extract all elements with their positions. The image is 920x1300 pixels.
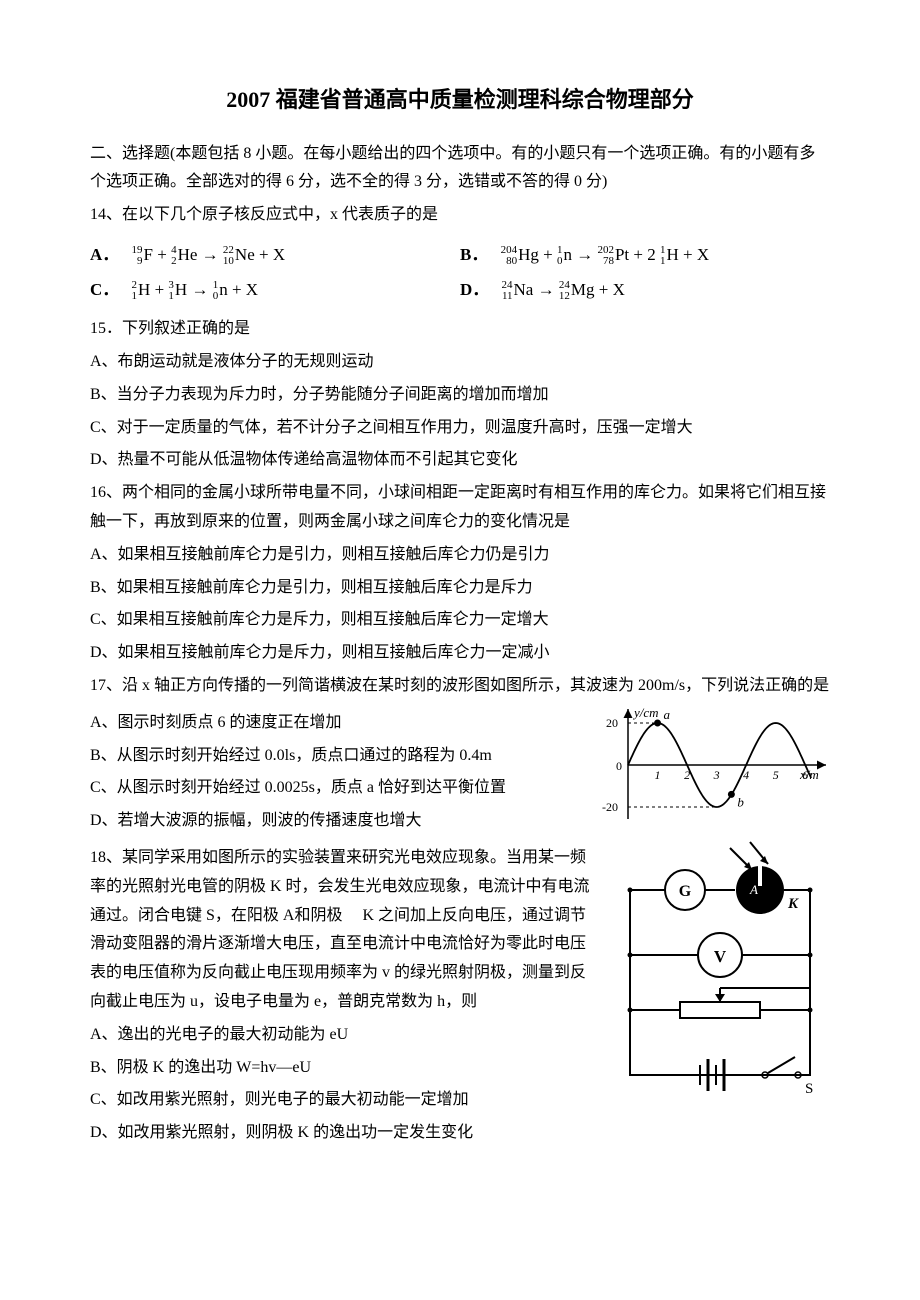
option-letter: D． — [460, 280, 489, 299]
svg-text:y/cm: y/cm — [632, 705, 659, 720]
q15-stem: 15．下列叙述正确的是 — [90, 315, 830, 344]
q18-option-d: D、如改用紫光照射，则阴极 K 的逸出功一定发生变化 — [90, 1119, 598, 1148]
svg-text:a: a — [664, 707, 671, 722]
svg-text:G: G — [679, 883, 692, 900]
q17-wave-figure: 123456020-20y/cmx/mab — [600, 705, 830, 836]
option-letter: B． — [460, 245, 488, 264]
q16-option-b: B、如果相互接触前库仑力是引力，则相互接触后库仑力是斥力 — [90, 574, 830, 603]
q14-option-c: C． 21H + 31H → 10n + X — [90, 273, 460, 308]
q17-option-a: A、图示时刻质点 6 的速度正在增加 — [90, 709, 588, 738]
q14-option-a: A． 199F + 42He → 2210Ne + X — [90, 238, 460, 273]
q18-stem: 18、某同学采用如图所示的实验装置来研究光电效应现象。当用某一频率的光照射光电管… — [90, 844, 598, 1017]
svg-text:S: S — [805, 1081, 813, 1097]
q16-option-a: A、如果相互接触前库仑力是引力，则相互接触后库仑力仍是引力 — [90, 541, 830, 570]
q16-option-d: D、如果相互接触前库仑力是斥力，则相互接触后库仑力一定减小 — [90, 639, 830, 668]
option-letter: A． — [90, 245, 119, 264]
section-instructions: 二、选择题(本题包括 8 小题。在每小题给出的四个选项中。有的小题只有一个选项正… — [90, 140, 830, 198]
svg-text:4: 4 — [743, 768, 749, 782]
q14-option-d: D． 2411Na → 2412Mg + X — [460, 273, 830, 308]
q15-option-a: A、布朗运动就是液体分子的无规则运动 — [90, 348, 830, 377]
formula: 20480Hg + 10n → 20278Pt + 2 11H + X — [501, 245, 710, 264]
q18-option-c: C、如改用紫光照射，则光电子的最大初动能一定增加 — [90, 1086, 598, 1115]
formula: 2411Na → 2412Mg + X — [502, 280, 625, 299]
page-title: 2007 福建省普通高中质量检测理科综合物理部分 — [90, 80, 830, 120]
q16-option-c: C、如果相互接触前库仑力是斥力，则相互接触后库仑力一定增大 — [90, 606, 830, 635]
option-letter: C． — [90, 280, 119, 299]
svg-text:x/m: x/m — [799, 767, 819, 782]
svg-text:0: 0 — [616, 759, 622, 773]
svg-text:b: b — [737, 794, 744, 809]
q18-option-b: B、阴极 K 的逸出功 W=hv—eU — [90, 1054, 598, 1083]
svg-text:20: 20 — [606, 716, 618, 730]
svg-text:-20: -20 — [602, 800, 618, 814]
q17-option-c: C、从图示时刻开始经过 0.0025s，质点 a 恰好到达平衡位置 — [90, 774, 588, 803]
svg-text:3: 3 — [713, 768, 720, 782]
svg-text:K: K — [787, 896, 799, 912]
formula: 21H + 31H → 10n + X — [132, 280, 259, 299]
q15-option-d: D、热量不可能从低温物体传递给高温物体而不引起其它变化 — [90, 446, 830, 475]
q14-options: A． 199F + 42He → 2210Ne + X B． 20480Hg +… — [90, 238, 830, 307]
q18-option-a: A、逸出的光电子的最大初动能为 eU — [90, 1021, 598, 1050]
q14-stem: 14、在以下几个原子核反应式中，x 代表质子的是 — [90, 201, 830, 230]
q18-circuit-figure: G A K V S — [610, 840, 830, 1111]
q17-option-d: D、若增大波源的振幅，则波的传播速度也增大 — [90, 807, 588, 836]
q17-stem: 17、沿 x 轴正方向传播的一列简谐横波在某时刻的波形图如图所示，其波速为 20… — [90, 672, 830, 701]
svg-text:V: V — [714, 947, 727, 966]
q15-option-c: C、对于一定质量的气体，若不计分子之间相互作用力，则温度升高时，压强一定增大 — [90, 414, 830, 443]
q14-option-b: B． 20480Hg + 10n → 20278Pt + 2 11H + X — [460, 238, 830, 273]
svg-text:A: A — [749, 882, 758, 897]
svg-text:2: 2 — [684, 768, 690, 782]
q16-stem: 16、两个相同的金属小球所带电量不同，小球间相距一定距离时有相互作用的库仑力。如… — [90, 479, 830, 537]
svg-text:5: 5 — [773, 768, 779, 782]
svg-text:1: 1 — [655, 768, 661, 782]
q17-option-b: B、从图示时刻开始经过 0.0ls，质点口通过的路程为 0.4m — [90, 742, 588, 771]
q15-option-b: B、当分子力表现为斥力时，分子势能随分子间距离的增加而增加 — [90, 381, 830, 410]
formula: 199F + 42He → 2210Ne + X — [132, 245, 286, 264]
